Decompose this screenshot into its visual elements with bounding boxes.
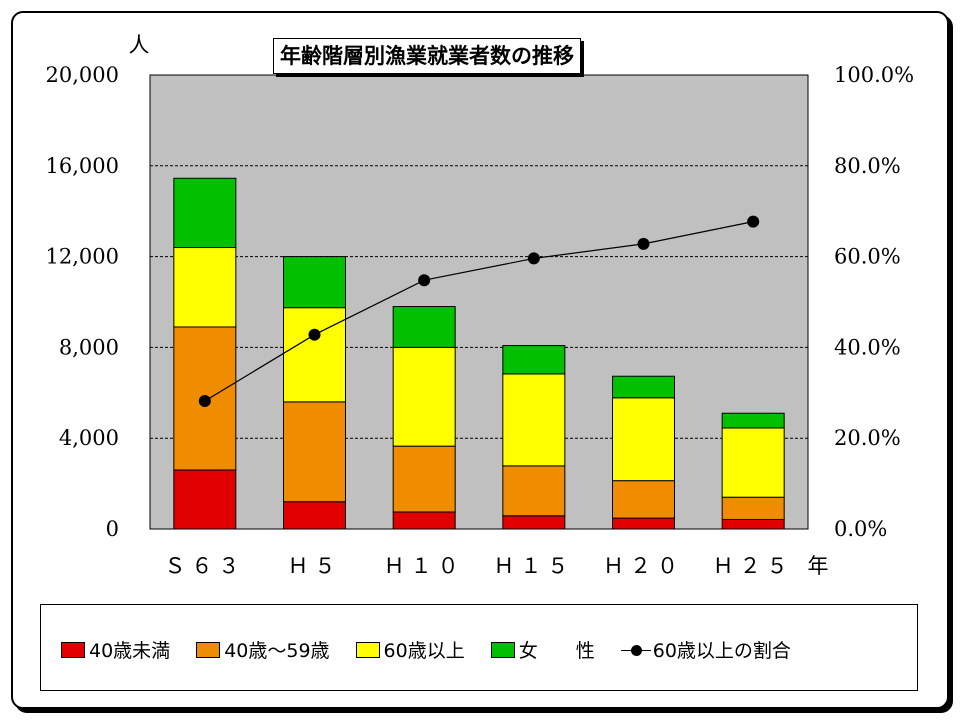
y-tick-label: 12,000 xyxy=(46,245,119,269)
legend-swatch xyxy=(355,641,380,658)
plot-area xyxy=(149,74,809,530)
x-tick-label: Ｈ５ xyxy=(288,554,342,578)
bar-segment xyxy=(721,412,785,429)
x-tick-label: Ｈ１０ xyxy=(384,554,465,578)
bar-segment xyxy=(173,247,237,328)
legend-label: 40歳～59歳 xyxy=(224,640,330,662)
y2-tick-label: 40.0% xyxy=(834,335,901,359)
bar-segment xyxy=(392,306,456,348)
y-tick-label: 8,000 xyxy=(59,335,119,359)
bar-segment xyxy=(612,480,675,519)
x-tick-label: Ｈ１５ xyxy=(493,554,574,578)
ratio-point xyxy=(198,394,211,407)
bar-segment xyxy=(283,307,346,403)
y-tick-label: 4,000 xyxy=(59,426,119,450)
bar-segment xyxy=(612,517,675,530)
chart-title: 年齢階層別漁業就業者数の推移 xyxy=(273,38,581,74)
bar-segment xyxy=(283,401,346,503)
legend-label: 60歳以上の割合 xyxy=(652,640,791,662)
bar-segment xyxy=(721,518,785,530)
legend-item: 40歳～59歳 xyxy=(196,636,330,663)
legend-row: 40歳未満 40歳～59歳 60歳以上 女 性 60歳以上の割合 xyxy=(61,636,817,663)
bar-segment xyxy=(173,177,237,249)
legend-swatch xyxy=(196,641,221,658)
ratio-point xyxy=(637,237,650,250)
bar-segment xyxy=(721,427,785,498)
x-unit-label: 年 xyxy=(808,554,829,578)
y-tick-label: 0 xyxy=(106,517,119,541)
x-tick-label: Ｈ２０ xyxy=(603,554,684,578)
y2-tick-label: 80.0% xyxy=(834,154,901,178)
y-tick-label: 16,000 xyxy=(46,154,119,178)
y-tick-label: 20,000 xyxy=(46,63,119,87)
legend-swatch xyxy=(490,641,515,658)
x-tick-label: Ｈ２５ xyxy=(713,554,794,578)
legend-item: 40歳未満 xyxy=(61,636,170,663)
ratio-point xyxy=(747,215,760,228)
ratio-point xyxy=(418,274,431,287)
legend-line-marker xyxy=(620,642,651,658)
bar-segment xyxy=(502,515,566,530)
bar-segment xyxy=(392,346,456,447)
y2-tick-label: 60.0% xyxy=(834,245,901,269)
bar-segment xyxy=(502,373,566,467)
ratio-point xyxy=(308,328,321,341)
y-unit-label: 人 xyxy=(129,33,150,57)
y2-tick-label: 100.0% xyxy=(834,63,914,87)
legend-item: 女 性 xyxy=(490,636,595,663)
bar-segment xyxy=(612,397,675,482)
legend-label: 40歳未満 xyxy=(89,640,171,662)
bar-segment xyxy=(612,375,675,399)
ratio-line xyxy=(204,221,754,402)
y2-tick-label: 0.0% xyxy=(834,517,887,541)
ratio-point xyxy=(527,252,540,265)
legend-label: 女 性 xyxy=(518,640,595,662)
legend-label: 60歳以上 xyxy=(383,640,465,662)
x-tick-label: Ｓ６３ xyxy=(164,554,245,578)
legend-item: 60歳以上 xyxy=(355,636,465,663)
bar-segment xyxy=(502,465,566,517)
legend-swatch xyxy=(61,641,85,658)
bar-segment xyxy=(283,256,346,309)
bar-segment xyxy=(283,501,346,530)
y2-tick-label: 20.0% xyxy=(834,426,901,450)
bar-segment xyxy=(392,511,456,530)
bar-segment xyxy=(173,469,237,530)
bar-segment xyxy=(502,345,566,375)
legend-item-line: 60歳以上の割合 xyxy=(620,636,791,663)
legend: 40歳未満 40歳～59歳 60歳以上 女 性 60歳以上の割合 xyxy=(40,604,918,691)
bar-segment xyxy=(392,445,456,513)
bar-segment xyxy=(721,496,785,520)
